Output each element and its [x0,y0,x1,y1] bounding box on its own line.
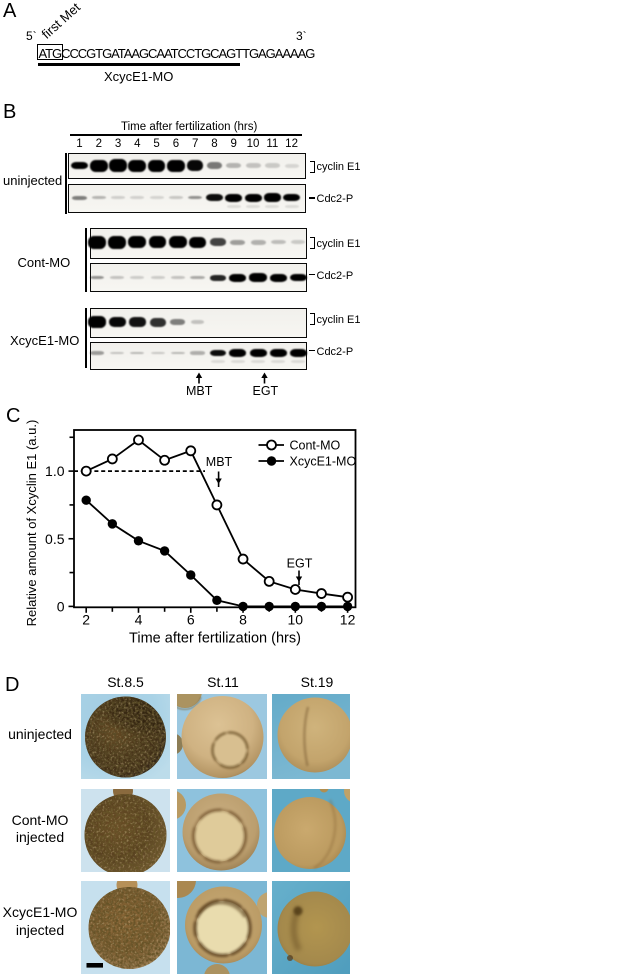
svg-text:4: 4 [135,612,143,628]
svg-text:MBT: MBT [206,455,233,469]
svg-text:0: 0 [57,598,65,614]
svg-text:10: 10 [288,612,304,628]
svg-text:Cont-MO: Cont-MO [290,439,341,453]
svg-text:12: 12 [340,612,356,628]
svg-text:0.5: 0.5 [45,531,65,547]
svg-text:6: 6 [187,612,195,628]
svg-text:2: 2 [82,612,90,628]
svg-text:Relative amount of Xcyclin E1: Relative amount of Xcyclin E1 (a.u.) [24,420,39,627]
svg-text:1.0: 1.0 [45,463,65,479]
svg-text:8: 8 [239,612,247,628]
svg-text:XcycE1-MO: XcycE1-MO [290,455,357,469]
svg-text:Time after fertilization (hrs): Time after fertilization (hrs) [129,631,301,647]
svg-text:EGT: EGT [287,557,313,571]
